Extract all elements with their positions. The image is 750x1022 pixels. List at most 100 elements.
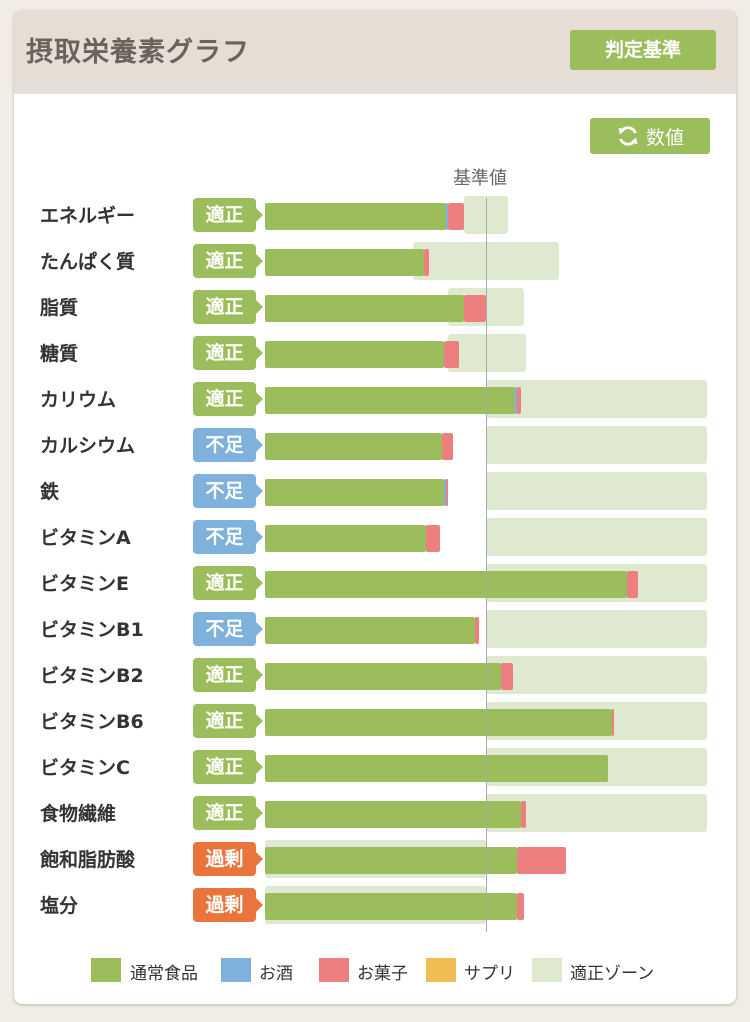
status-badge: 不足 (193, 520, 263, 554)
bar-segment-snacks (426, 525, 440, 552)
chart-legend: 通常食品 お酒 お菓子 サプリ 適正ゾーン (14, 958, 736, 984)
card-header: 摂取栄養素グラフ 判定基準 (14, 10, 736, 94)
legend-label-snacks: お菓子 (357, 964, 408, 984)
bar-segment-snacks (444, 341, 460, 368)
category-label: ビタミンB2 (40, 665, 144, 687)
category-label: カリウム (40, 389, 117, 411)
legend-swatch-supplement (426, 958, 456, 982)
proper-zone (486, 656, 707, 694)
status-badge: 適正 (193, 658, 263, 692)
proper-zone (486, 380, 707, 418)
category-label: ビタミンB1 (40, 619, 144, 641)
bar-segment-normal-food (265, 755, 608, 782)
bar-segment-alcohol (444, 479, 447, 506)
legend-label-supplement: サプリ (464, 964, 515, 984)
chart-row: ビタミンA 不足 (14, 518, 736, 556)
criteria-button[interactable]: 判定基準 (570, 30, 716, 70)
chart-row: カリウム 適正 (14, 380, 736, 418)
bar-segment-normal-food (265, 801, 522, 828)
bar-segment-alcohol (446, 203, 449, 230)
bar-segment-alcohol (514, 387, 517, 414)
bar-segment-normal-food (265, 847, 517, 874)
bar-segment-normal-food (265, 295, 464, 322)
reference-line (486, 198, 487, 932)
status-badge: 適正 (193, 290, 263, 324)
bar-segment-normal-food (265, 617, 475, 644)
category-label: 塩分 (40, 895, 79, 917)
category-label: カルシウム (40, 435, 136, 457)
chart-row: カルシウム 不足 (14, 426, 736, 464)
chart-row: ビタミンC 適正 (14, 748, 736, 786)
category-label: たんぱく質 (40, 251, 136, 273)
status-badge: 過剰 (193, 888, 263, 922)
bar-segment-snacks (521, 801, 526, 828)
bar-segment-normal-food (265, 249, 425, 276)
category-label: 食物繊維 (40, 803, 117, 825)
bar-segment-snacks (516, 387, 522, 414)
chart-row: たんぱく質 適正 (14, 242, 736, 280)
category-label: 糖質 (40, 343, 79, 365)
nutrient-graph-card: 摂取栄養素グラフ 判定基準 数値 基準値 エネルギー 適正 たんぱく質 適正 脂質 適正糖… (14, 10, 736, 1004)
category-label: 飽和脂肪酸 (40, 849, 136, 871)
status-badge: 適正 (193, 796, 263, 830)
proper-zone (486, 472, 707, 510)
proper-zone (463, 196, 509, 234)
bar-segment-normal-food (265, 893, 517, 920)
chart-row: エネルギー 適正 (14, 196, 736, 234)
chart-row: ビタミンB1 不足 (14, 610, 736, 648)
bar-segment-snacks (474, 617, 480, 644)
category-label: ビタミンE (40, 573, 129, 595)
proper-zone (448, 334, 526, 372)
legend-label-normal-food: 通常食品 (130, 964, 198, 984)
bar-segment-snacks (446, 479, 449, 506)
status-badge: 不足 (193, 428, 263, 462)
legend-label-alcohol: お酒 (259, 964, 293, 984)
legend-swatch-alcohol (221, 958, 251, 982)
legend-label-proper-zone: 適正ゾーン (570, 964, 655, 984)
proper-zone (486, 426, 707, 464)
reference-label: 基準値 (453, 168, 507, 189)
chart-row: ビタミンE 適正 (14, 564, 736, 602)
bar-segment-normal-food (265, 709, 612, 736)
proper-zone (486, 518, 707, 556)
category-label: ビタミンA (40, 527, 131, 549)
status-badge: 適正 (193, 382, 263, 416)
page-title: 摂取栄養素グラフ (26, 37, 250, 68)
bar-segment-normal-food (265, 341, 444, 368)
legend-swatch-normal-food (91, 958, 121, 982)
bar-segment-normal-food (265, 479, 444, 506)
bar-segment-normal-food (265, 387, 515, 414)
value-button-label: 数値 (645, 126, 684, 149)
status-badge: 適正 (193, 244, 263, 278)
bar-segment-snacks (441, 433, 453, 460)
bar-segment-snacks (627, 571, 639, 598)
chart-row: 塩分 過剰 (14, 886, 736, 924)
status-badge: 適正 (193, 198, 263, 232)
bar-segment-snacks (463, 295, 486, 322)
legend-swatch-proper-zone (532, 958, 562, 982)
bar-segment-snacks (448, 203, 464, 230)
chart-row: 食物繊維 適正 (14, 794, 736, 832)
status-badge: 適正 (193, 704, 263, 738)
bar-segment-normal-food (265, 433, 442, 460)
chart-row: 脂質 適正 (14, 288, 736, 326)
proper-zone (486, 610, 707, 648)
bar-segment-snacks (424, 249, 429, 276)
category-label: 鉄 (40, 481, 60, 503)
category-label: ビタミンC (40, 757, 130, 779)
category-label: エネルギー (40, 205, 136, 227)
chart-row: 飽和脂肪酸 過剰 (14, 840, 736, 878)
status-badge: 不足 (193, 612, 263, 646)
legend-swatch-snacks (319, 958, 349, 982)
bar-segment-snacks (516, 847, 566, 874)
status-badge: 不足 (193, 474, 263, 508)
bar-segment-snacks (501, 663, 513, 690)
chart-row: 糖質 適正 (14, 334, 736, 372)
value-toggle-button[interactable]: 数値 (590, 118, 710, 154)
chart-row: ビタミンB2 適正 (14, 656, 736, 694)
bar-segment-normal-food (265, 663, 502, 690)
category-label: ビタミンB6 (40, 711, 144, 733)
bar-segment-snacks (516, 893, 524, 920)
bar-segment-normal-food (265, 203, 447, 230)
category-label: 脂質 (40, 297, 79, 319)
